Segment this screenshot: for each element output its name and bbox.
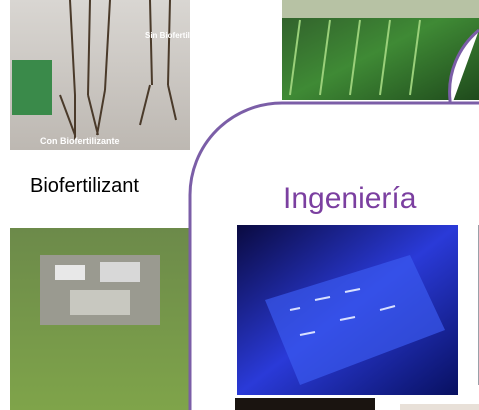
photo-label: Sin Biofertilizante	[145, 31, 213, 40]
partial-photo	[235, 398, 375, 410]
gel-photo	[237, 225, 458, 395]
slide: Con Biofertilizante Sin Biofertilizante …	[0, 0, 479, 410]
page: Con Biofertilizante Sin Biofertilizante …	[0, 0, 479, 410]
caption: Biofertilizant	[30, 175, 139, 197]
partial-photo	[400, 404, 479, 410]
photo-label: Con Biofertilizante	[40, 136, 120, 146]
roots-photo: Con Biofertilizante Sin Biofertilizante	[10, 0, 213, 150]
panel-title: Ingeniería	[283, 182, 417, 215]
aerial-photo	[10, 228, 190, 410]
